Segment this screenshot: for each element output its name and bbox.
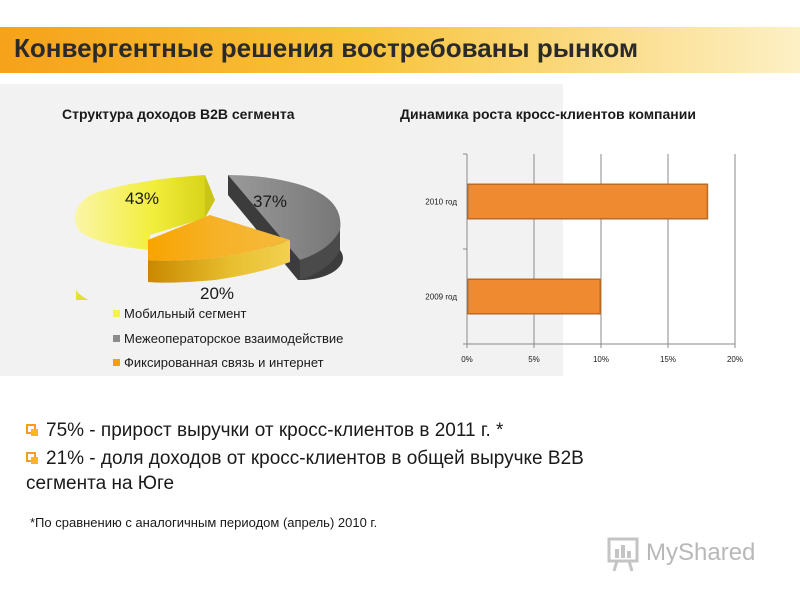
bullet-item-share: 21% - доля доходов от кросс-клиентов в о…	[26, 448, 584, 470]
pie-slice-fixed-side	[148, 240, 290, 283]
pie-label-mobile: 43%	[125, 189, 160, 208]
bar-chart-title: Динамика роста кросс-клиентов компании	[400, 106, 696, 122]
pie-slice-fixed	[148, 215, 290, 261]
bar-x-tick-label: 5%	[528, 355, 540, 364]
pie-slice-mobile	[74, 175, 205, 250]
bullet-item-growth: 75% - прирост выручки от кросс-клиентов …	[26, 420, 503, 442]
pie-label-interoperator: 37%	[253, 192, 288, 211]
legend-item-fixed: Фиксированная связь и интернет	[113, 355, 324, 370]
legend-swatch	[113, 335, 120, 342]
bullet-square-icon	[26, 424, 38, 436]
legend-swatch	[113, 310, 120, 317]
bullet-text: 75% - прирост выручки от кросс-клиентов …	[46, 420, 504, 441]
pie-chart-title: Структура доходов B2B сегмента	[62, 106, 295, 122]
bar-2010-год	[468, 185, 707, 218]
slide-title: Конвергентные решения востребованы рынко…	[14, 33, 639, 63]
bar-x-tick-label: 0%	[461, 355, 473, 364]
myshared-logo: MyShared	[606, 535, 766, 573]
legend-label: Фиксированная связь и интернет	[124, 355, 324, 370]
pie-slice-mobile-edge	[205, 175, 215, 218]
legend-item-mobile: Мобильный сегмент	[113, 306, 246, 321]
bar-x-tick-label: 10%	[593, 355, 609, 364]
bullet-text: 21% - доля доходов от кросс-клиентов в о…	[46, 448, 584, 469]
bar-x-tick-label: 20%	[727, 355, 743, 364]
bar-category-label: 2009 год	[425, 293, 457, 302]
logo-text: MyShared	[646, 539, 756, 566]
pie-chart	[74, 175, 343, 300]
legend-swatch	[113, 359, 120, 366]
pie-label-fixed: 20%	[200, 284, 235, 303]
pie-slice-interoperator-top	[228, 175, 341, 260]
bullet-continuation: сегмента на Юге	[26, 473, 175, 494]
bar-category-label: 2010 год	[425, 198, 457, 207]
bar-2009-год	[468, 280, 600, 313]
pie-slice-mobile-side	[76, 290, 89, 300]
legend-item-interoperator: Межеоператорское взаимодействие	[113, 331, 343, 346]
title-bar: Конвергентные решения востребованы рынко…	[0, 27, 800, 73]
footnote: *По сравнению с аналогичным периодом (ап…	[30, 515, 378, 530]
presentation-board-icon	[607, 537, 639, 572]
bar-x-tick-label: 15%	[660, 355, 676, 364]
legend-label: Межеоператорское взаимодействие	[124, 331, 344, 346]
pie-slice-interoperator-side	[300, 230, 340, 280]
bullet-square-icon	[26, 452, 38, 464]
bar-chart: 0% 5% 10% 15% 20% 2009 год 2010 год	[425, 153, 743, 364]
legend-label: Мобильный сегмент	[124, 306, 247, 321]
